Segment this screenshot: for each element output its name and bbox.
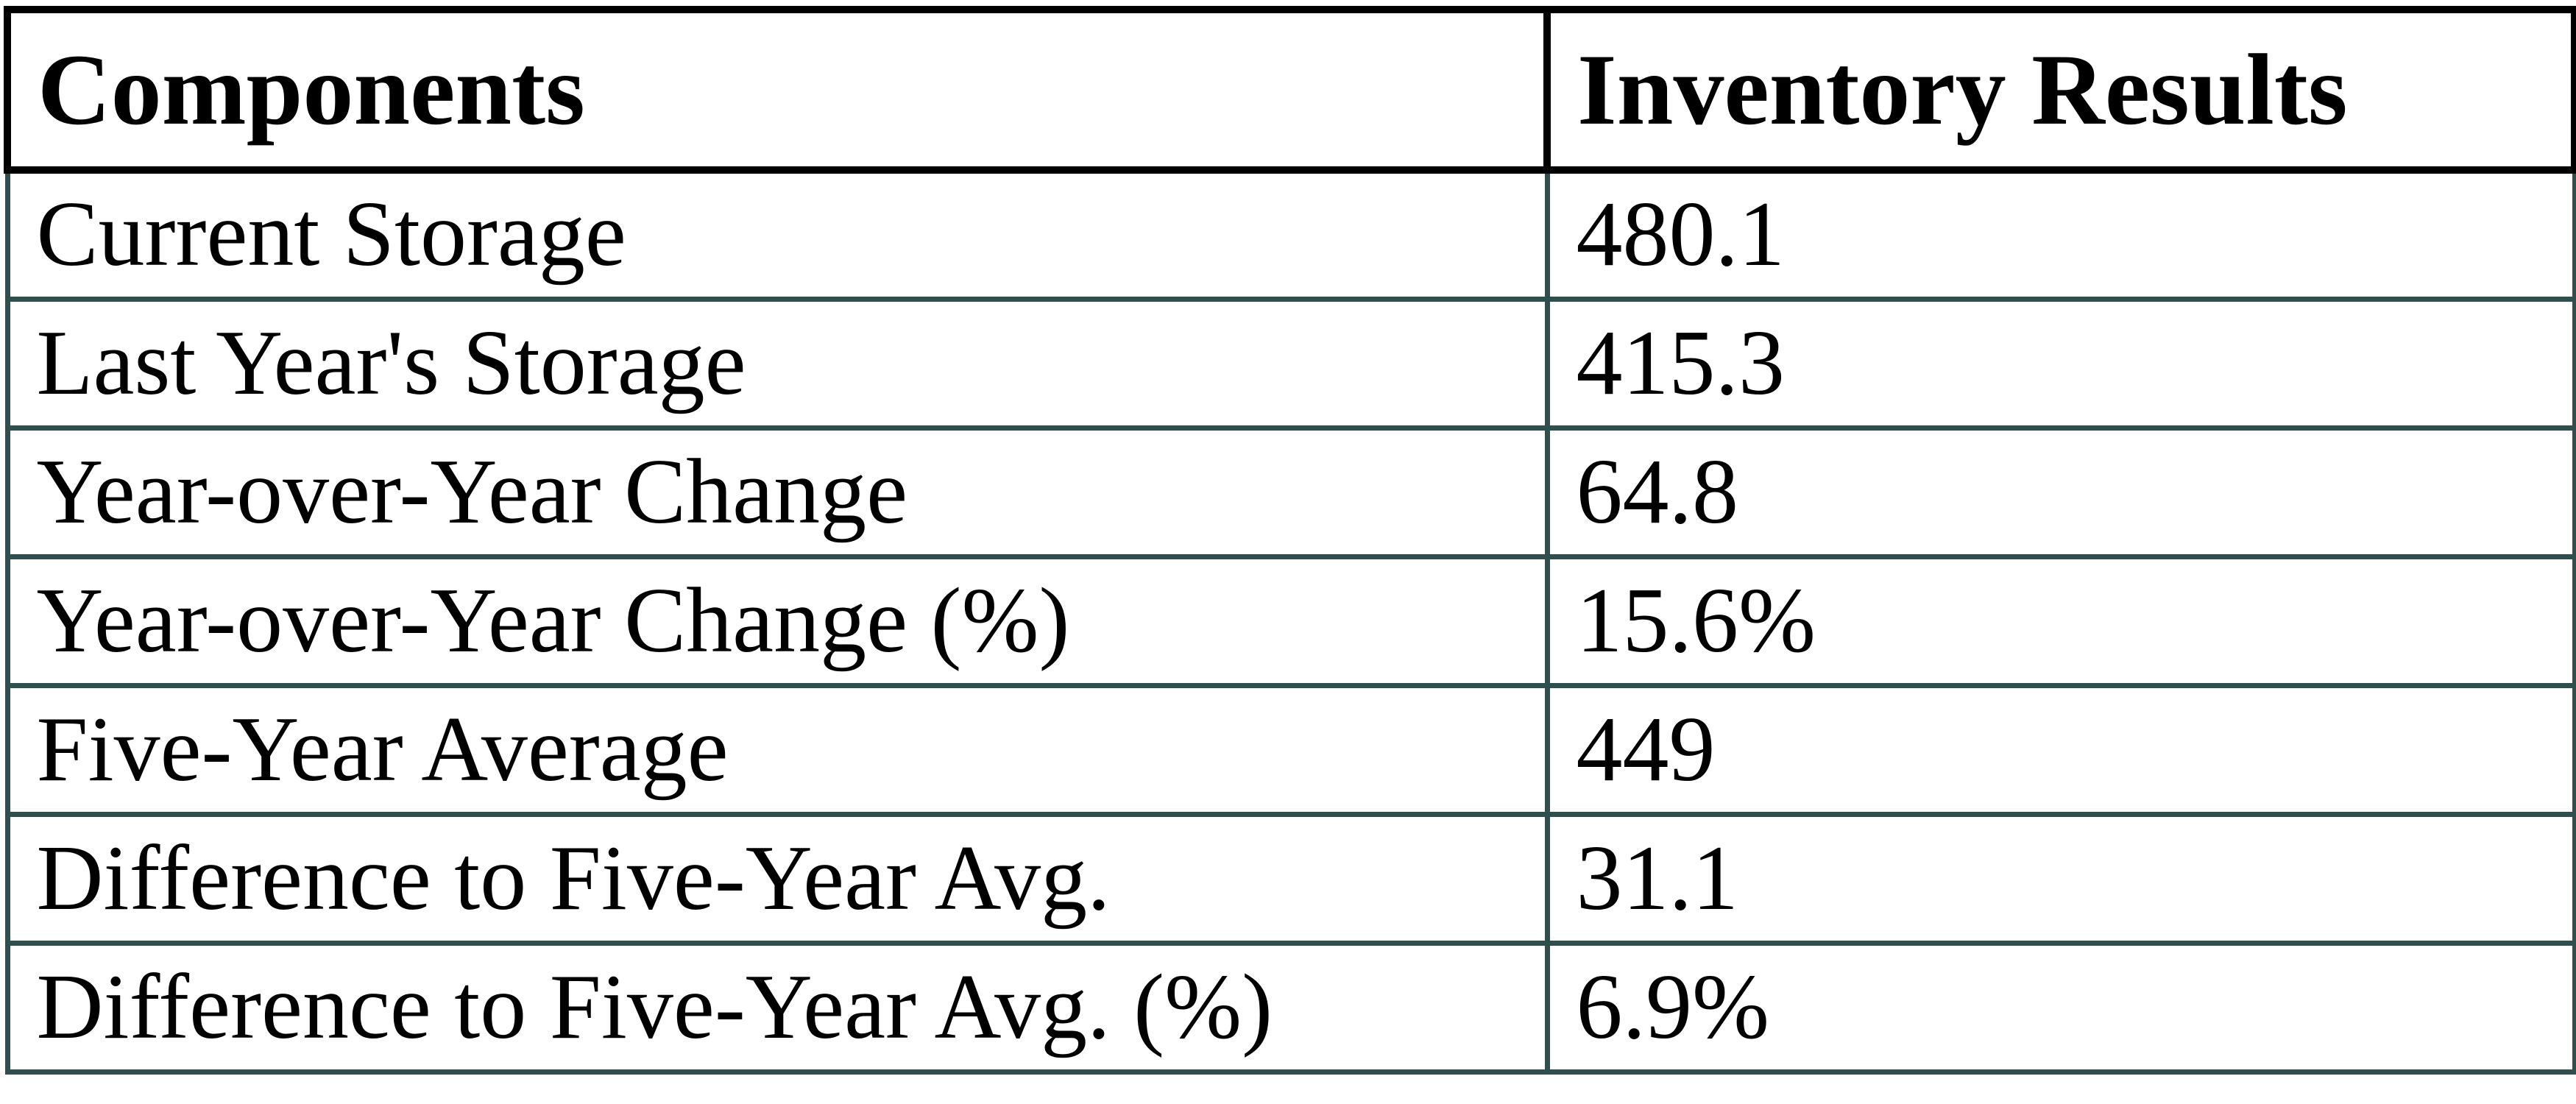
row-label-cell: Current Storage xyxy=(4,167,1550,302)
row-value-cell: 64.8 xyxy=(1544,425,2576,559)
table-row: Five-Year Average 449 xyxy=(4,682,2576,817)
row-label-cell: Last Year's Storage xyxy=(4,296,1550,431)
row-label-cell: Year-over-Year Change (%) xyxy=(4,553,1550,688)
row-value-cell: 31.1 xyxy=(1544,811,2576,946)
column-header-inventory-results: Inventory Results xyxy=(1543,6,2576,174)
table-row: Difference to Five-Year Avg. 31.1 xyxy=(4,811,2576,946)
row-value-cell: 415.3 xyxy=(1544,296,2576,431)
header-row: Components Inventory Results xyxy=(4,6,2576,174)
row-label-cell: Year-over-Year Change xyxy=(4,425,1550,559)
table-wrapper: Components Inventory Results Current Sto… xyxy=(4,6,2576,1075)
row-value-cell: 15.6% xyxy=(1544,553,2576,688)
row-value-cell: 6.9% xyxy=(1544,940,2576,1075)
table-row: Last Year's Storage 415.3 xyxy=(4,296,2576,431)
table-row: Year-over-Year Change 64.8 xyxy=(4,425,2576,559)
column-header-components: Components xyxy=(4,6,1551,174)
row-label-cell: Difference to Five-Year Avg. (%) xyxy=(4,940,1550,1075)
row-label-cell: Five-Year Average xyxy=(4,682,1550,817)
row-label-cell: Difference to Five-Year Avg. xyxy=(4,811,1550,946)
table-row: Difference to Five-Year Avg. (%) 6.9% xyxy=(4,940,2576,1075)
row-value-cell: 480.1 xyxy=(1544,167,2576,302)
inventory-table: Components Inventory Results Current Sto… xyxy=(4,6,2576,1075)
table-row: Year-over-Year Change (%) 15.6% xyxy=(4,553,2576,688)
table-row: Current Storage 480.1 xyxy=(4,167,2576,302)
row-value-cell: 449 xyxy=(1544,682,2576,817)
